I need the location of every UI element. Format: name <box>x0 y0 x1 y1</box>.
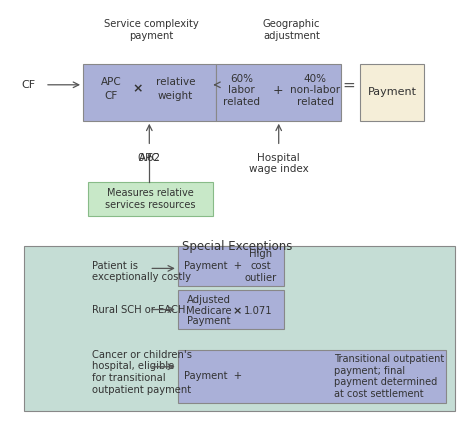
Text: 40%: 40% <box>304 75 327 84</box>
Bar <box>24 246 455 411</box>
Text: Patient is
exceptionally costly: Patient is exceptionally costly <box>92 261 191 282</box>
Text: 60%: 60% <box>230 75 253 84</box>
Text: Hospital
wage index: Hospital wage index <box>249 153 309 174</box>
Text: non-labor: non-labor <box>290 85 340 95</box>
Text: Payment: Payment <box>187 316 230 326</box>
Bar <box>178 350 446 403</box>
Text: APC: APC <box>139 153 160 163</box>
Text: =: = <box>342 77 355 92</box>
Text: related: related <box>297 97 334 106</box>
Bar <box>178 246 284 286</box>
Text: 1.071: 1.071 <box>244 306 273 316</box>
Text: ×: × <box>232 306 242 316</box>
Text: High
cost
outlier: High cost outlier <box>245 249 277 283</box>
Text: Medicare: Medicare <box>186 306 231 316</box>
Text: ×: × <box>132 82 143 95</box>
Text: Payment  +: Payment + <box>184 261 242 271</box>
Bar <box>360 64 424 121</box>
Text: Service complexity
payment: Service complexity payment <box>104 19 199 41</box>
Text: APC: APC <box>101 77 122 86</box>
Text: Geographic
adjustment: Geographic adjustment <box>263 19 320 41</box>
Bar <box>178 290 284 329</box>
Text: 0.62: 0.62 <box>138 153 161 163</box>
Text: Cancer or children's
hospital, eligible
for transitional
outpatient payment: Cancer or children's hospital, eligible … <box>92 350 192 395</box>
Text: CF: CF <box>105 92 118 101</box>
Bar <box>83 64 216 121</box>
Bar <box>88 182 213 216</box>
Text: Measures relative
services resources: Measures relative services resources <box>105 189 196 210</box>
Text: related: related <box>223 97 260 106</box>
Text: Special Exceptions: Special Exceptions <box>182 240 292 253</box>
Text: labor: labor <box>228 85 255 95</box>
Text: Payment: Payment <box>368 87 417 97</box>
Text: Rural SCH or EACH: Rural SCH or EACH <box>92 304 186 315</box>
Text: Payment  +: Payment + <box>184 371 242 381</box>
Text: CF: CF <box>21 80 36 90</box>
Text: +: + <box>273 84 283 97</box>
Bar <box>216 64 341 121</box>
Text: weight: weight <box>158 92 193 101</box>
Text: Adjusted: Adjusted <box>187 295 230 305</box>
Text: Transitional outpatient
payment; final
payment determined
at cost settlement: Transitional outpatient payment; final p… <box>334 354 445 399</box>
Text: relative: relative <box>155 77 195 86</box>
